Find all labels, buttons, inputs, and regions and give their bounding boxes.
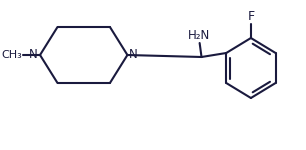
Text: F: F — [247, 10, 255, 23]
Text: CH₃: CH₃ — [1, 50, 22, 60]
Text: N: N — [29, 48, 38, 62]
Text: H₂N: H₂N — [188, 29, 210, 42]
Text: N: N — [129, 48, 138, 62]
